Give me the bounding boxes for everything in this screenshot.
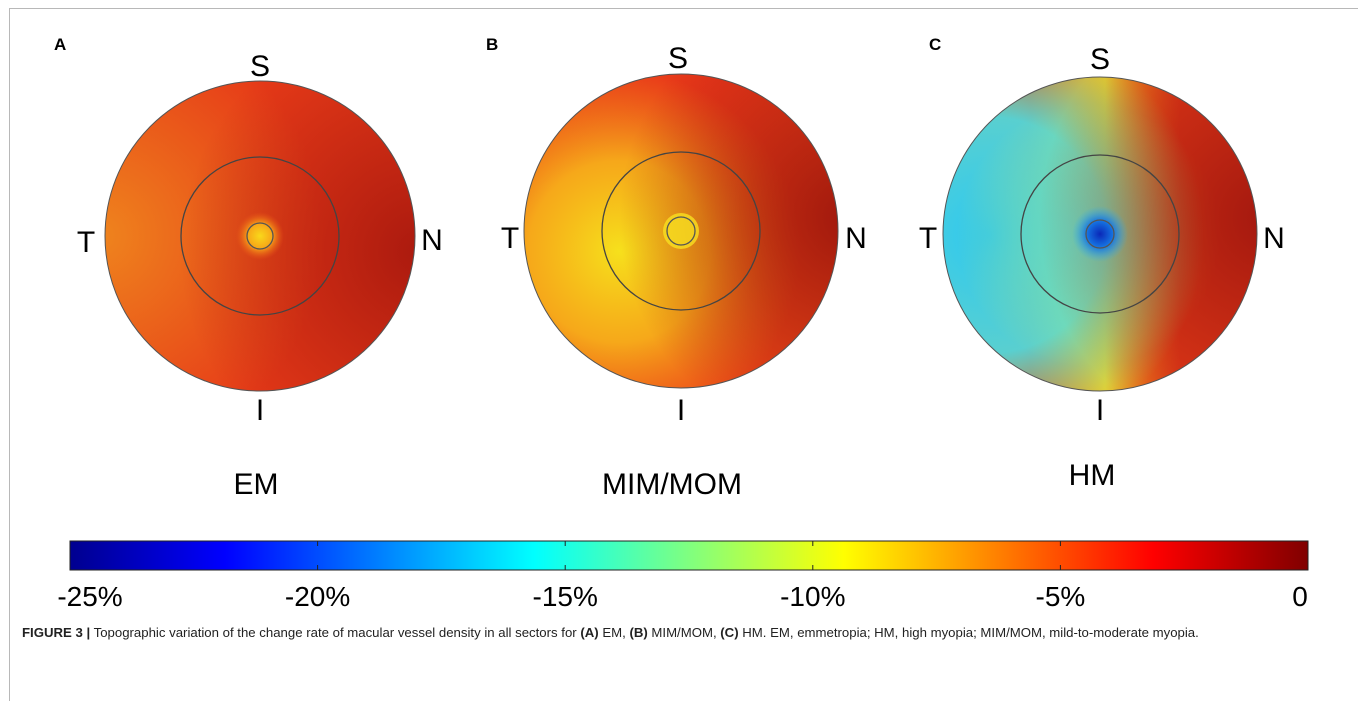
- figure-graphic: A S T N I EM B S T N I MIM/MOM: [54, 35, 1309, 612]
- label-superior: S: [668, 42, 688, 75]
- colorbar-tick-label: -20%: [285, 581, 350, 612]
- panel-a: A S T N I EM: [54, 35, 443, 501]
- fovea-ring: [1085, 219, 1115, 249]
- panel-c: C S T N I HM: [919, 35, 1285, 492]
- heatmap-em: [105, 81, 415, 391]
- panel-letter-a: A: [54, 35, 66, 54]
- figure-frame: [9, 8, 1358, 701]
- label-superior: S: [1090, 43, 1110, 76]
- figure-caption: FIGURE 3 | Topographic variation of the …: [22, 622, 1342, 644]
- label-superior: S: [250, 50, 270, 83]
- colorbar-tick-label: 0: [1292, 581, 1308, 612]
- label-nasal: N: [421, 224, 443, 257]
- inner-ring: [1020, 154, 1180, 314]
- caption-intro: Topographic variation of the change rate…: [90, 625, 581, 640]
- label-nasal: N: [1263, 222, 1285, 255]
- panel-letter-b: B: [486, 35, 498, 54]
- caption-ref-b: (B): [629, 625, 648, 640]
- colorbar: -25% -20% -15% -10% -5% 0: [57, 540, 1309, 612]
- outer-ring: [523, 73, 839, 389]
- label-temporal: T: [501, 222, 519, 255]
- label-temporal: T: [919, 222, 937, 255]
- colorbar-gradient: [69, 540, 1309, 571]
- colorbar-tick-label: -25%: [57, 581, 122, 612]
- inner-ring: [180, 156, 340, 316]
- group-label: HM: [1069, 459, 1116, 492]
- colorbar-ticks: -25% -20% -15% -10% -5% 0: [57, 541, 1308, 612]
- colorbar-tick-label: -5%: [1036, 581, 1086, 612]
- group-label: MIM/MOM: [602, 468, 742, 501]
- inner-ring: [601, 151, 761, 311]
- colorbar-tick-label: -15%: [533, 581, 598, 612]
- label-temporal: T: [77, 226, 95, 259]
- fovea-ring: [246, 222, 274, 250]
- fovea-ring: [666, 216, 696, 246]
- panel-letter-c: C: [929, 35, 941, 54]
- panel-b: B S T N I MIM/MOM: [486, 35, 867, 501]
- label-nasal: N: [845, 222, 867, 255]
- heatmap-mim-mom: [524, 74, 838, 388]
- caption-text-b: MIM/MOM,: [647, 625, 721, 640]
- caption-label: FIGURE 3 |: [22, 625, 91, 640]
- group-label: EM: [234, 468, 279, 501]
- caption-ref-a: (A): [580, 625, 599, 640]
- label-inferior: I: [256, 394, 264, 427]
- caption-text-c: HM. EM, emmetropia; HM, high myopia; MIM…: [738, 625, 1199, 640]
- label-inferior: I: [677, 394, 685, 427]
- outer-ring: [942, 76, 1258, 392]
- heatmap-hm: [943, 77, 1257, 391]
- outer-ring: [104, 80, 416, 392]
- caption-ref-c: (C): [720, 625, 739, 640]
- caption-text-a: EM,: [598, 625, 630, 640]
- colorbar-tick-label: -10%: [780, 581, 845, 612]
- label-inferior: I: [1096, 394, 1104, 427]
